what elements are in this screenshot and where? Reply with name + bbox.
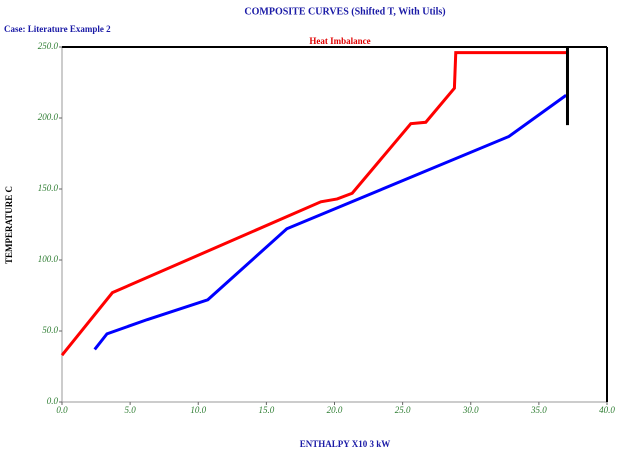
x-tick-label: 35.0 [530,405,547,415]
y-tick-label: 0.0 [47,396,59,406]
x-tick-label: 5.0 [125,405,137,415]
x-tick-label: 25.0 [395,405,411,415]
y-tick-label: 50.0 [42,325,58,335]
case-label: Case: Literature Example 2 [4,24,111,34]
x-tick-label: 30.0 [462,405,479,415]
annotation: Heat Imbalance [309,36,370,46]
curve [93,94,568,351]
x-tick-label: 10.0 [190,405,206,415]
x-tick-label: 40.0 [599,405,615,415]
y-tick-label: 150.0 [38,183,59,193]
x-axis-label: ENTHALPY X10 3 kW [300,439,390,449]
x-tick-label: 15.0 [259,405,275,415]
x-tick-label: 20.0 [327,405,343,415]
y-axis-label: TEMPERATURE C [4,186,14,264]
x-tick-label: 0.0 [56,405,68,415]
chart-title: COMPOSITE CURVES (Shifted T, With Utils) [244,6,445,17]
y-tick-label: 250.0 [38,41,59,51]
y-tick-label: 200.0 [38,112,59,122]
curve [60,51,568,357]
y-tick-label: 100.0 [38,254,59,264]
